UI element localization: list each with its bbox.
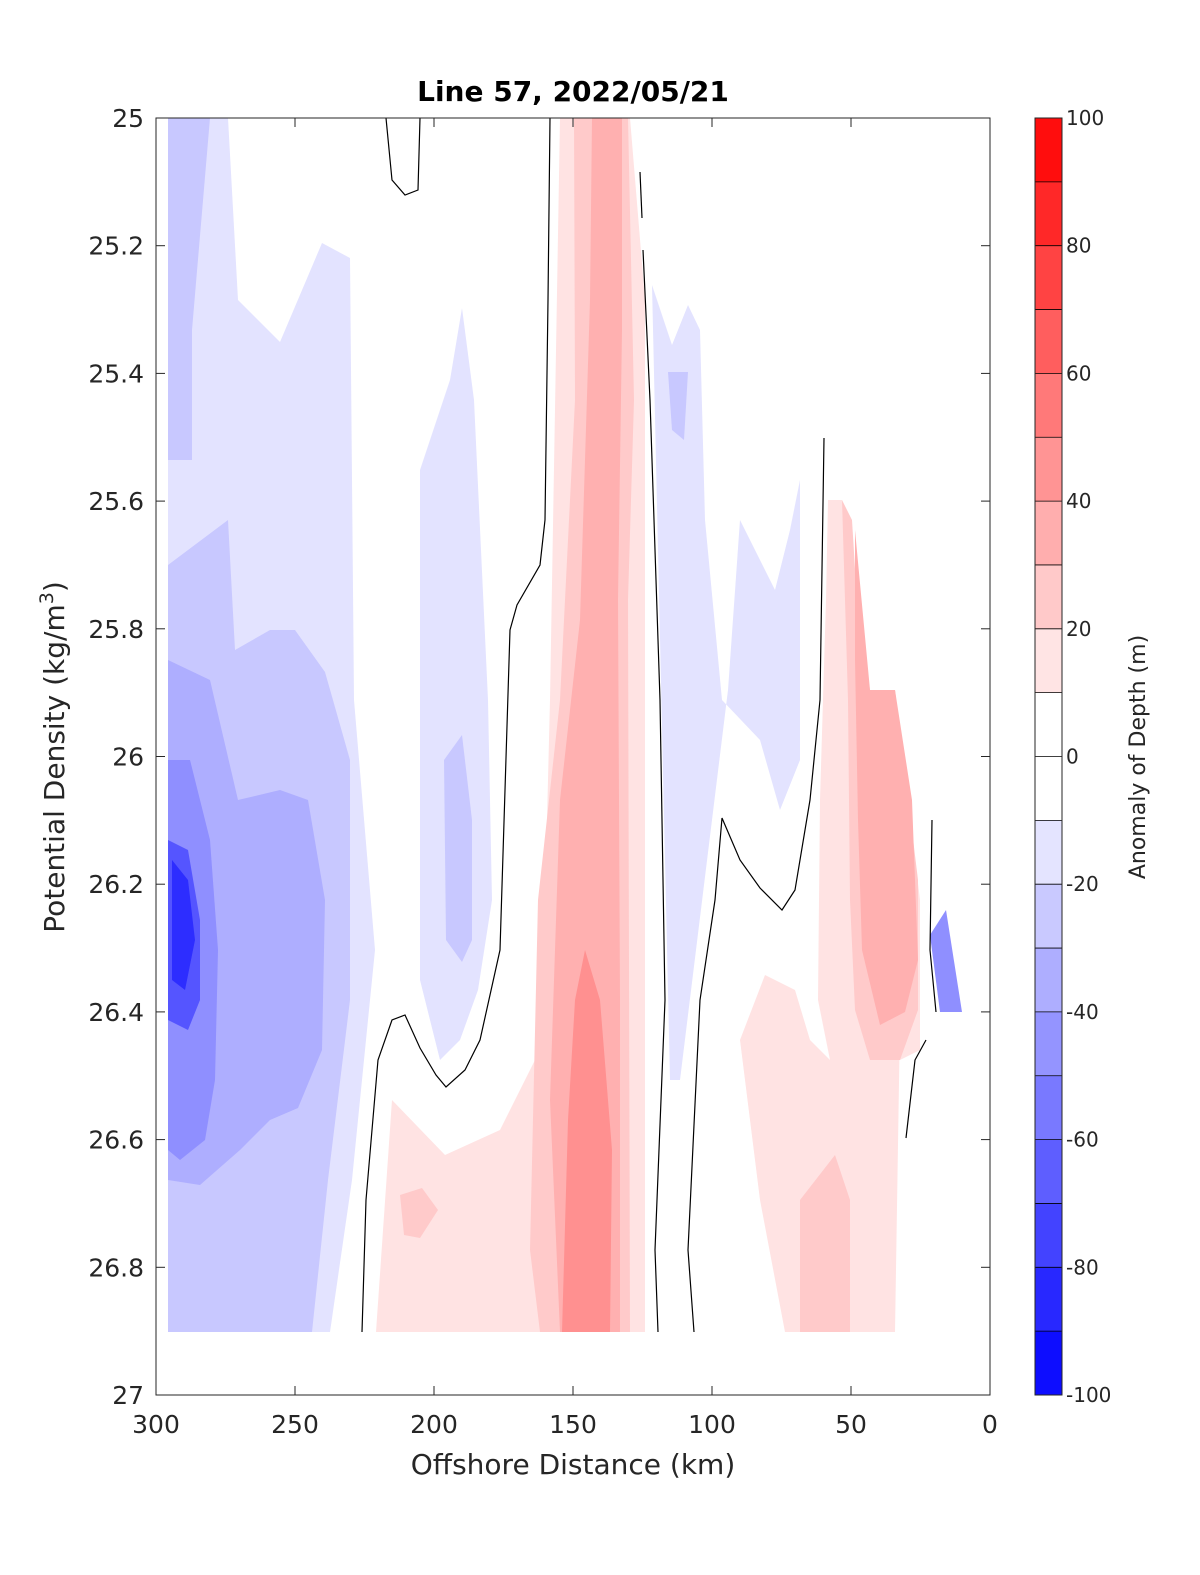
contour-field [168, 118, 962, 1332]
y-axis-label: Potential Density (kg/m3) [36, 581, 71, 933]
colorbar-level [1035, 692, 1062, 757]
contour-neg-edge [930, 910, 962, 1012]
colorbar-level [1035, 1011, 1062, 1076]
x-axis-tick-labels: 300 250 200 150 100 50 0 [132, 1410, 998, 1439]
colorbar-level [1035, 948, 1062, 1012]
colorbar [1034, 117, 1063, 1396]
colorbar-tick-label: -40 [1066, 1000, 1099, 1024]
colorbar-level [1035, 628, 1062, 693]
colorbar-level [1035, 884, 1062, 949]
colorbar-level [1035, 501, 1062, 565]
colorbar-tick-label: 60 [1066, 361, 1091, 385]
x-tick-label: 50 [835, 1410, 867, 1439]
y-tick-label: 25.4 [88, 359, 144, 388]
colorbar-level [1035, 820, 1062, 885]
y-tick-label: 25 [112, 104, 144, 133]
x-tick-label: 150 [549, 1410, 597, 1439]
contour-neg-20 [168, 118, 210, 460]
colorbar-tick-label: -60 [1066, 1128, 1099, 1152]
y-tick-label: 25.8 [88, 615, 144, 644]
colorbar-tick-labels: 100 80 60 40 20 0 -20 -40 -60 -80 -100 [1066, 106, 1111, 1407]
colorbar-tick-label: -80 [1066, 1255, 1099, 1279]
colorbar-level [1035, 373, 1062, 438]
contour-neg-20-mid [444, 735, 472, 962]
colorbar-tick-label: 100 [1066, 106, 1104, 130]
y-tick-label: 26 [112, 743, 144, 772]
y-tick-label: 26.2 [88, 870, 144, 899]
contour-pos-20-blob [400, 1188, 438, 1238]
contour-pos-30-right [855, 530, 918, 1025]
colorbar-level [1035, 1331, 1062, 1395]
colorbar-level [1035, 1203, 1062, 1268]
colorbar-label: Anomaly of Depth (m) [1126, 635, 1151, 879]
colorbar-tick-label: 80 [1066, 234, 1091, 258]
chart-title: Line 57, 2022/05/21 [417, 75, 729, 108]
colorbar-tick-label: -20 [1066, 872, 1099, 896]
colorbar-tick-label: 0 [1066, 745, 1079, 769]
colorbar-level [1035, 181, 1062, 246]
y-tick-label: 25.6 [88, 487, 144, 516]
colorbar-level [1035, 309, 1062, 374]
y-tick-label: 26.4 [88, 998, 144, 1027]
colorbar-level [1035, 1267, 1062, 1332]
colorbar-tick-label: 20 [1066, 617, 1091, 641]
contour-neg-80 [172, 860, 195, 990]
x-tick-label: 0 [982, 1410, 998, 1439]
y-tick-label: 27 [112, 1381, 144, 1410]
contour-pos-20-right [800, 1155, 850, 1332]
x-tick-label: 100 [688, 1410, 736, 1439]
contour-neg-10-right [652, 285, 800, 1080]
x-tick-label: 300 [132, 1410, 180, 1439]
axis-ticks [155, 117, 991, 1396]
colorbar-frame [1034, 117, 1063, 1396]
colorbar-level [1035, 437, 1062, 502]
colorbar-tick-label: -100 [1066, 1383, 1111, 1407]
y-axis-tick-labels: 25 25.2 25.4 25.6 25.8 26 26.2 26.4 26.6 26.8 27 [88, 104, 144, 1410]
contour-neg-10-mid [420, 308, 492, 1060]
colorbar-level [1035, 1139, 1062, 1204]
plot-area [155, 117, 991, 1396]
colorbar-level [1035, 756, 1062, 821]
y-tick-label: 26.6 [88, 1126, 144, 1155]
y-tick-label: 26.8 [88, 1253, 144, 1282]
x-tick-label: 250 [271, 1410, 319, 1439]
colorbar-level [1035, 118, 1062, 182]
x-axis-label: Offshore Distance (km) [411, 1448, 736, 1481]
colorbar-level [1035, 245, 1062, 310]
contour-pos-40 [562, 950, 612, 1332]
colorbar-level [1035, 564, 1062, 629]
contour-neg-20-right [668, 372, 688, 440]
zero-contour-lines [361, 118, 937, 1333]
contour-pos-30 [550, 118, 622, 1332]
colorbar-level [1035, 1075, 1062, 1140]
x-tick-label: 200 [410, 1410, 458, 1439]
y-tick-label: 25.2 [88, 232, 144, 261]
colorbar-tick-label: 40 [1066, 489, 1091, 513]
